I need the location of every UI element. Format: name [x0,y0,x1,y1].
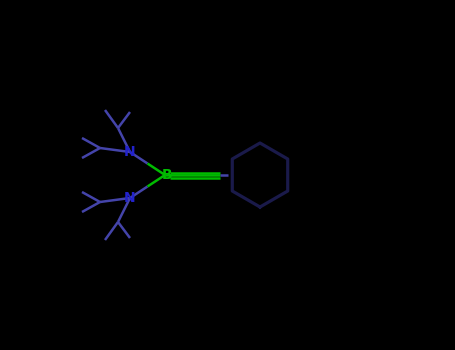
Text: N: N [124,145,136,159]
Text: B: B [162,168,172,182]
Text: N: N [124,191,136,205]
